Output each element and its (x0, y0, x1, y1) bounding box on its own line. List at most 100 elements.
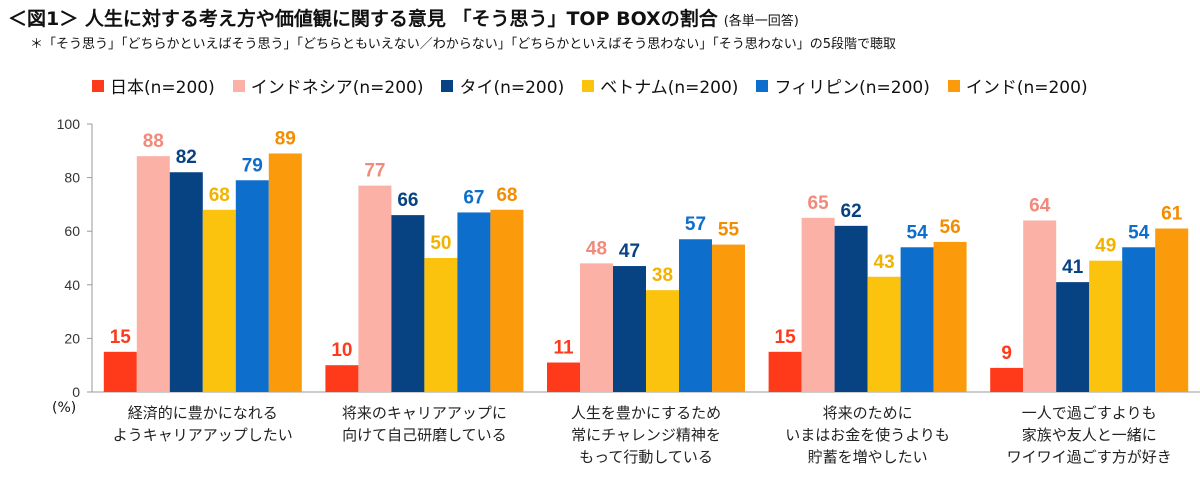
x-tick-label: 将来のキャリアアップに (342, 404, 507, 422)
bar (136, 156, 170, 392)
legend-swatch (756, 79, 769, 92)
x-tick-label: 経済的に豊かになれる (128, 404, 278, 422)
bar (325, 365, 359, 392)
bar (801, 217, 835, 392)
bar (933, 241, 967, 392)
legend-label: インドネシア(n=200) (250, 78, 424, 98)
data-label: 55 (718, 220, 740, 241)
bar (547, 362, 580, 392)
legend-item: 日本(n=200) (92, 73, 215, 98)
data-label: 47 (619, 241, 640, 262)
bar (679, 239, 712, 392)
x-tick-label: 一人で過ごすよりも (1022, 404, 1157, 422)
x-tick-label: 家族や友人と一緒に (1022, 426, 1157, 444)
data-label: 9 (1001, 343, 1012, 364)
data-label: 64 (1029, 195, 1051, 216)
bar (613, 266, 646, 392)
chart-subtitle: ＊「そう思う」「どちらかといえばそう思う」「どちらともいえない／わからない」「ど… (30, 37, 897, 52)
x-tick-label: ようキャリアアップしたい (113, 426, 293, 444)
bar (1155, 228, 1189, 392)
x-tick-label: ワイワイ過ごす方が好き (1007, 448, 1172, 466)
x-tick-label: いまはお金を使うよりも (785, 426, 950, 444)
data-label: 57 (685, 214, 706, 235)
data-label: 11 (553, 338, 574, 359)
bar (834, 225, 868, 392)
title-text: ＜図1＞ 人生に対する考え方や価値観に関する意見 「そう思う」TOP BOXの割… (8, 8, 718, 30)
legend-swatch (441, 79, 454, 92)
legend-label: ベトナム(n=200) (600, 78, 739, 98)
y-tick-label: 40 (64, 277, 80, 293)
x-tick-label: 貯蓄を増やしたい (808, 448, 928, 466)
bar (712, 244, 745, 392)
data-label: 54 (1128, 222, 1150, 243)
bar (490, 209, 524, 392)
data-label: 15 (775, 327, 797, 348)
legend-swatch (947, 79, 960, 92)
data-label: 50 (430, 233, 451, 254)
chart-legend: 日本(n=200) インドネシア(n=200) タイ(n=200) ベトナム(n=20… (92, 73, 1088, 98)
legend-label: 日本(n=200) (110, 78, 215, 98)
bar (391, 215, 425, 392)
bar (424, 258, 458, 392)
legend-item: タイ(n=200) (441, 73, 564, 98)
bar (202, 209, 236, 392)
bar (358, 185, 392, 392)
data-label: 15 (110, 327, 132, 348)
data-label: 89 (275, 128, 296, 149)
data-label: 66 (397, 190, 418, 211)
data-label: 49 (1095, 236, 1116, 257)
legend-item: フィリピン(n=200) (756, 73, 930, 98)
bar (1023, 220, 1057, 392)
bar (1122, 247, 1156, 392)
legend-swatch (92, 79, 104, 92)
bar (580, 263, 613, 392)
data-label: 54 (907, 222, 929, 243)
y-tick-label: 60 (64, 223, 80, 239)
data-label: 10 (331, 340, 352, 361)
bar (900, 247, 934, 392)
bar (1089, 260, 1123, 392)
data-label: 68 (496, 185, 517, 206)
bar (457, 212, 491, 392)
data-label: 38 (652, 265, 673, 286)
bar (646, 290, 679, 392)
data-label: 43 (874, 252, 895, 273)
legend-label: フィリピン(n=200) (774, 78, 930, 98)
legend-label: タイ(n=200) (459, 78, 565, 98)
title-note: (各単一回答) (723, 14, 799, 29)
data-label: 48 (586, 238, 607, 259)
bar (1056, 282, 1090, 392)
data-label: 41 (1062, 257, 1084, 278)
data-label: 88 (143, 131, 164, 152)
y-tick-label: 20 (64, 330, 80, 346)
legend-label: インド(n=200) (965, 78, 1088, 98)
bar (990, 367, 1024, 392)
legend-item: インドネシア(n=200) (232, 73, 424, 98)
data-label: 82 (176, 147, 197, 168)
data-label: 67 (463, 187, 484, 208)
data-label: 56 (940, 217, 961, 238)
bar (268, 153, 302, 392)
data-label: 77 (364, 161, 385, 182)
y-tick-label: 100 (57, 116, 81, 132)
data-label: 61 (1161, 204, 1183, 225)
data-label: 65 (808, 193, 830, 214)
y-axis-unit: (%) (52, 400, 77, 416)
y-tick-label: 0 (72, 384, 80, 400)
data-label: 62 (841, 201, 862, 222)
legend-item: ベトナム(n=200) (582, 73, 738, 98)
data-label: 68 (209, 185, 230, 206)
legend-swatch (232, 79, 245, 92)
x-tick-label: 向けて自己研磨している (342, 426, 507, 444)
x-tick-label: 常にチャレンジ精神を (571, 426, 721, 444)
y-tick-label: 80 (64, 170, 80, 186)
chart-title: ＜図1＞ 人生に対する考え方や価値観に関する意見 「そう思う」TOP BOXの割… (8, 4, 799, 31)
bar (867, 276, 901, 392)
bar (235, 180, 269, 392)
bar (103, 351, 137, 392)
legend-item: インド(n=200) (947, 73, 1088, 98)
data-label: 79 (242, 155, 263, 176)
x-tick-label: 将来のために (823, 404, 913, 422)
bar (169, 172, 203, 392)
